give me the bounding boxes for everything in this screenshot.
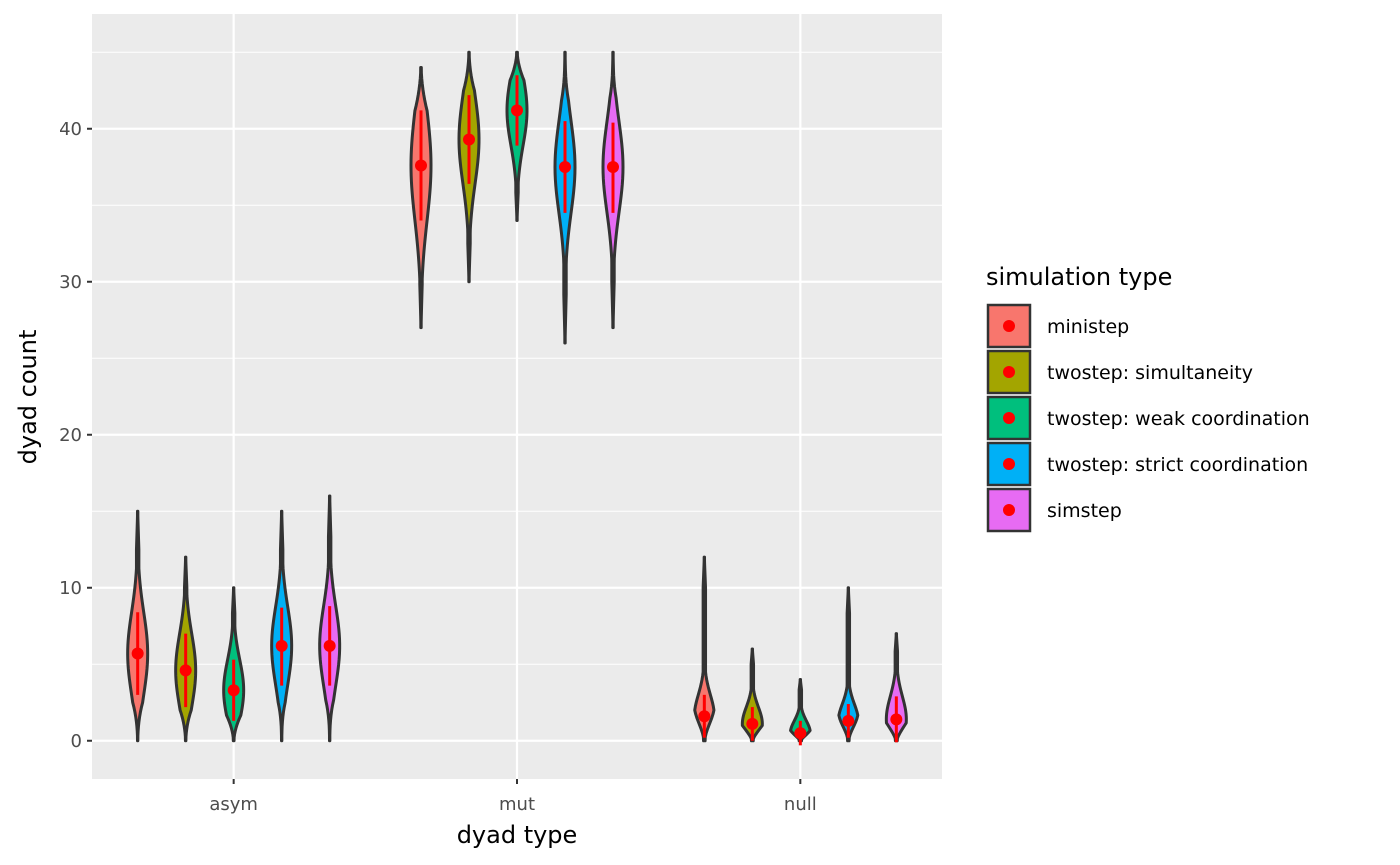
legend-key-point xyxy=(1003,504,1015,516)
y-axis-title: dyad count xyxy=(14,330,42,465)
summary-mean-point xyxy=(131,647,144,660)
y-tick-label: 40 xyxy=(59,119,82,140)
legend-key-point xyxy=(1003,366,1015,378)
x-tick-label: asym xyxy=(209,794,258,815)
summary-mean-point xyxy=(415,159,427,172)
y-tick-label: 20 xyxy=(59,425,82,446)
summary-mean-point xyxy=(746,717,759,730)
legend-key-point xyxy=(1003,458,1015,470)
y-tick-label: 0 xyxy=(71,731,82,752)
y-axis-ticks: 0 10 20 30 40 xyxy=(59,119,92,752)
legend-label: ministep xyxy=(1047,316,1129,338)
legend-title: simulation type xyxy=(986,263,1172,291)
violin-null xyxy=(740,647,764,743)
summary-mean-point xyxy=(227,684,240,697)
x-tick-label: null xyxy=(784,794,817,815)
summary-mean-point xyxy=(698,710,711,723)
y-tick-label: 30 xyxy=(59,272,82,293)
legend-label: simstep xyxy=(1047,500,1122,522)
violin-null xyxy=(789,678,812,743)
legend-label: twostep: strict coordination xyxy=(1047,454,1308,476)
summary-mean-point xyxy=(559,161,571,173)
legend-label: twostep: simultaneity xyxy=(1047,362,1253,384)
summary-mean-point xyxy=(463,133,475,146)
summary-mean-point xyxy=(842,714,855,727)
legend-label: twostep: weak coordination xyxy=(1047,408,1310,430)
x-axis-title: dyad type xyxy=(457,821,578,849)
summary-mean-point xyxy=(794,727,807,740)
legend-item: ministep xyxy=(986,303,1129,349)
legend: simulation type ministep twostep: simulta… xyxy=(986,263,1310,533)
violin-null xyxy=(884,632,908,743)
x-axis-ticks: asym mut null xyxy=(209,779,817,815)
legend-key-point xyxy=(1003,412,1015,424)
legend-item: twostep: weak coordination xyxy=(986,395,1310,441)
legend-item: twostep: simultaneity xyxy=(986,349,1253,395)
legend-key xyxy=(986,349,1032,395)
summary-mean-point xyxy=(890,713,903,726)
summary-mean-point xyxy=(607,161,619,173)
legend-key-point xyxy=(1003,320,1015,332)
summary-mean-point xyxy=(179,664,192,677)
summary-mean-point xyxy=(323,639,336,652)
summary-markers xyxy=(131,75,903,746)
violin-null xyxy=(693,555,716,743)
legend-item: simstep xyxy=(986,487,1122,533)
y-tick-label: 10 xyxy=(59,578,82,599)
summary-mean-point xyxy=(511,104,523,117)
x-tick-label: mut xyxy=(499,794,535,815)
legend-item: twostep: strict coordination xyxy=(986,441,1308,487)
violin-null xyxy=(837,586,860,743)
summary-mean-point xyxy=(275,639,288,652)
